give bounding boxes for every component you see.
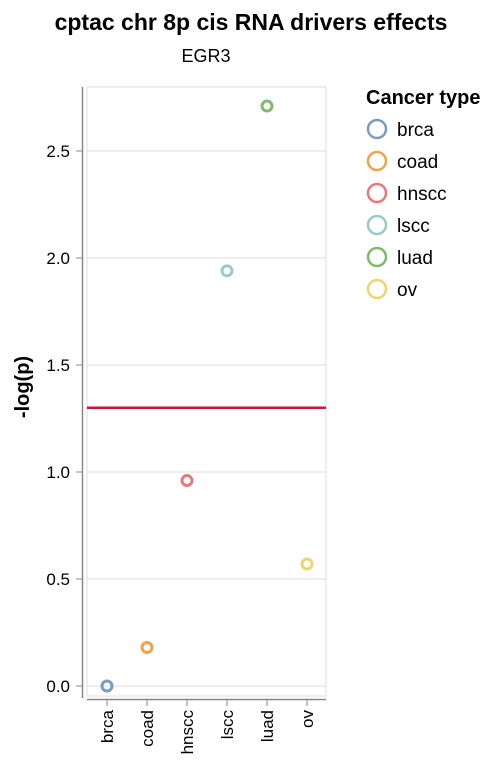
y-axis-title: -log(p) <box>12 356 34 418</box>
legend-swatch-brca <box>366 118 388 140</box>
chart-subtitle: EGR3 <box>181 46 230 66</box>
legend-swatch-coad <box>366 150 388 172</box>
legend-swatch-luad <box>366 246 388 268</box>
x-tick-label: luad <box>258 710 277 742</box>
points-layer <box>100 99 314 693</box>
data-point-coad <box>140 640 154 654</box>
plot-frame <box>86 86 327 697</box>
legend: Cancer type brca coad hnscc lscc luad ov <box>366 87 481 301</box>
legend-swatch-hnscc <box>366 182 388 204</box>
legend-label-ov: ov <box>397 280 418 301</box>
legend-label-brca: brca <box>397 120 434 141</box>
y-axis: 0.0 0.5 1.0 1.5 2.0 2.5 <box>46 87 84 698</box>
legend-title: Cancer type <box>366 87 481 109</box>
legend-swatch-lscc <box>366 214 388 236</box>
y-tick-label: 0.0 <box>46 677 70 696</box>
y-tick-label: 2.0 <box>46 249 70 268</box>
x-tick-label: lscc <box>218 710 237 740</box>
y-tick-label: 1.5 <box>46 356 70 375</box>
x-tick-label: brca <box>98 709 117 743</box>
data-point-brca <box>100 679 114 693</box>
legend-label-lscc: lscc <box>397 216 430 237</box>
data-point-lscc <box>220 264 234 278</box>
x-tick-label: coad <box>138 710 157 747</box>
legend-label-hnscc: hnscc <box>397 184 447 205</box>
x-tick-label: hnscc <box>178 710 197 755</box>
data-point-ov <box>300 557 314 571</box>
plot-area <box>86 86 327 697</box>
chart-title: cptac chr 8p cis RNA drivers effects <box>55 9 448 35</box>
x-axis: brca coad hnscc lscc luad ov <box>87 698 326 755</box>
legend-swatch-ov <box>366 278 388 300</box>
data-point-luad <box>260 99 274 113</box>
legend-label-coad: coad <box>397 152 438 173</box>
y-tick-label: 0.5 <box>46 570 70 589</box>
x-tick-label: ov <box>298 710 317 728</box>
y-tick-label: 1.0 <box>46 463 70 482</box>
y-tick-label: 2.5 <box>46 142 70 161</box>
legend-label-luad: luad <box>397 248 433 269</box>
data-point-hnscc <box>180 474 194 488</box>
grid-lines <box>87 150 326 687</box>
